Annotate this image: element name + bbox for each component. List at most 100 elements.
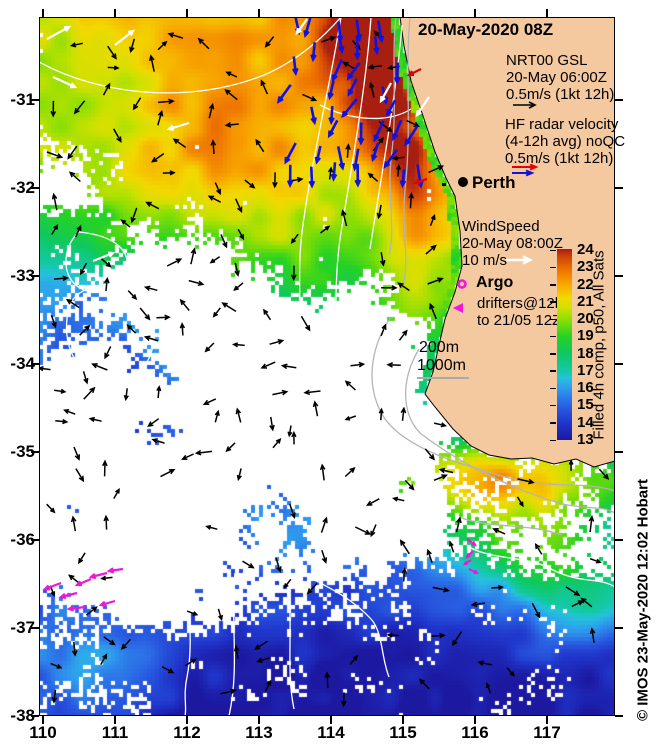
x-tick-top xyxy=(258,9,260,17)
colorbar-tick-label: 17 xyxy=(577,361,594,379)
x-tick xyxy=(42,716,44,724)
y-tick-right xyxy=(615,187,623,189)
x-tick-top xyxy=(114,9,116,17)
colorbar-label: Filled 4h comp, p50, All Sats xyxy=(590,250,608,440)
colorbar-tick-label: 18 xyxy=(577,344,594,362)
contour-lines-white xyxy=(39,17,615,716)
colorbar-tick-label: 23 xyxy=(577,258,594,276)
y-axis-label: -31 xyxy=(10,90,35,109)
hf-legend-line2: (4-12h avg) noQC xyxy=(505,133,626,150)
y-tick-right xyxy=(615,539,623,541)
copyright-vertical-text: © IMOS 23-May-2020 12:02 Hobart xyxy=(634,479,652,721)
wind-legend-line3: 10 m/s xyxy=(462,252,508,269)
x-tick xyxy=(402,716,404,724)
drifter-legend-marker xyxy=(453,303,463,313)
perth-label: Perth xyxy=(472,173,516,192)
colorbar-tick-label: 20 xyxy=(577,310,594,328)
colorbar-tick-label: 19 xyxy=(577,327,594,345)
x-axis-label: 115 xyxy=(389,723,417,742)
x-tick-top xyxy=(546,9,548,17)
y-tick xyxy=(31,363,39,365)
gsl-legend-line2: 20-May 06:00Z xyxy=(506,69,607,86)
y-tick-right xyxy=(615,627,623,629)
wind-legend-line2: 20-May 08:00Z xyxy=(462,235,563,252)
colorbar-tick-mark xyxy=(550,422,556,424)
y-axis-label: -38 xyxy=(10,706,35,725)
colorbar-tick-mark xyxy=(550,404,556,407)
map-title: 20-May-2020 08Z xyxy=(418,20,554,39)
x-axis-label: 112 xyxy=(173,723,201,742)
colorbar-tick-mark xyxy=(550,439,556,441)
bathy-contour-sample xyxy=(417,377,469,379)
x-axis-label: 111 xyxy=(101,723,129,742)
wind-legend-line1: WindSpeed xyxy=(462,218,540,235)
wind-arrow-icon xyxy=(506,255,533,265)
drifter-vectors xyxy=(42,538,480,612)
x-axis-label: 116 xyxy=(461,723,489,742)
y-tick-right xyxy=(615,715,623,717)
y-axis-label: -32 xyxy=(10,178,35,197)
colorbar-tick-label: 15 xyxy=(577,396,594,414)
x-tick xyxy=(114,716,116,724)
y-tick xyxy=(31,715,39,717)
hf-strong-vectors xyxy=(406,68,428,185)
hf-radar-vectors xyxy=(276,17,424,189)
x-tick-top xyxy=(402,9,404,17)
colorbar-tick-mark xyxy=(550,284,556,286)
y-tick-right xyxy=(615,99,623,101)
colorbar-tick-mark xyxy=(550,353,556,355)
y-tick xyxy=(31,275,39,277)
drifters-label-line1: drifters@12h xyxy=(477,295,564,312)
coastline xyxy=(399,17,615,468)
gsl-legend-line3: 0.5m/s (1kt 12h) xyxy=(506,86,615,103)
contour-lines-gray xyxy=(371,17,615,536)
colorbar-tick-label: 22 xyxy=(577,275,594,293)
x-axis-label: 114 xyxy=(317,723,345,742)
colorbar-tick-mark xyxy=(550,301,556,303)
colorbar-tick-label: 14 xyxy=(577,413,594,431)
colorbar-tick-mark xyxy=(550,335,556,338)
y-tick xyxy=(31,451,39,453)
y-axis-label: -34 xyxy=(10,354,35,373)
hf-arrow-icon xyxy=(512,164,539,177)
y-tick-right xyxy=(615,451,623,453)
x-tick xyxy=(258,716,260,724)
hf-legend-line3: 0.5m/s (1kt 12h) xyxy=(505,150,614,167)
y-tick xyxy=(31,99,39,101)
x-tick xyxy=(186,716,188,724)
colorbar-tick-mark xyxy=(550,249,556,251)
colorbar-tick-mark xyxy=(550,318,556,321)
argo-float-marker xyxy=(457,279,467,289)
colorbar-tick-mark xyxy=(550,370,556,372)
colorbar-tick-label: 13 xyxy=(577,431,594,448)
y-axis-label: -33 xyxy=(10,266,35,285)
y-tick xyxy=(31,187,39,189)
bathy-1000m-label: 1000m xyxy=(417,357,466,374)
colorbar xyxy=(557,249,572,440)
hf-legend-line1: HF radar velocity xyxy=(505,116,619,133)
wind-vectors xyxy=(46,18,430,263)
x-axis-label: 110 xyxy=(29,723,57,742)
y-tick xyxy=(31,539,39,541)
x-axis-label: 117 xyxy=(533,723,561,742)
rottnest-island xyxy=(442,183,446,186)
colorbar-tick-mark xyxy=(550,266,556,269)
gsl-arrow-icon xyxy=(513,101,537,109)
colorbar-tick-label: 16 xyxy=(577,379,594,397)
drifters-label-line2: to 21/05 12Z xyxy=(477,312,562,329)
colorbar-tick-mark xyxy=(550,387,556,390)
colorbar-tick-label: 24 xyxy=(577,241,594,258)
y-axis-label: -36 xyxy=(10,530,35,549)
x-tick-top xyxy=(42,9,44,17)
y-tick xyxy=(31,627,39,629)
x-tick-top xyxy=(474,9,476,17)
colorbar-tick-label: 21 xyxy=(577,292,594,310)
y-axis-label: -35 xyxy=(10,442,35,461)
x-axis-label: 113 xyxy=(245,723,273,742)
x-tick xyxy=(546,716,548,724)
argo-label: Argo xyxy=(476,274,514,291)
y-tick-right xyxy=(615,363,623,365)
x-tick-top xyxy=(186,9,188,17)
x-tick xyxy=(330,716,332,724)
